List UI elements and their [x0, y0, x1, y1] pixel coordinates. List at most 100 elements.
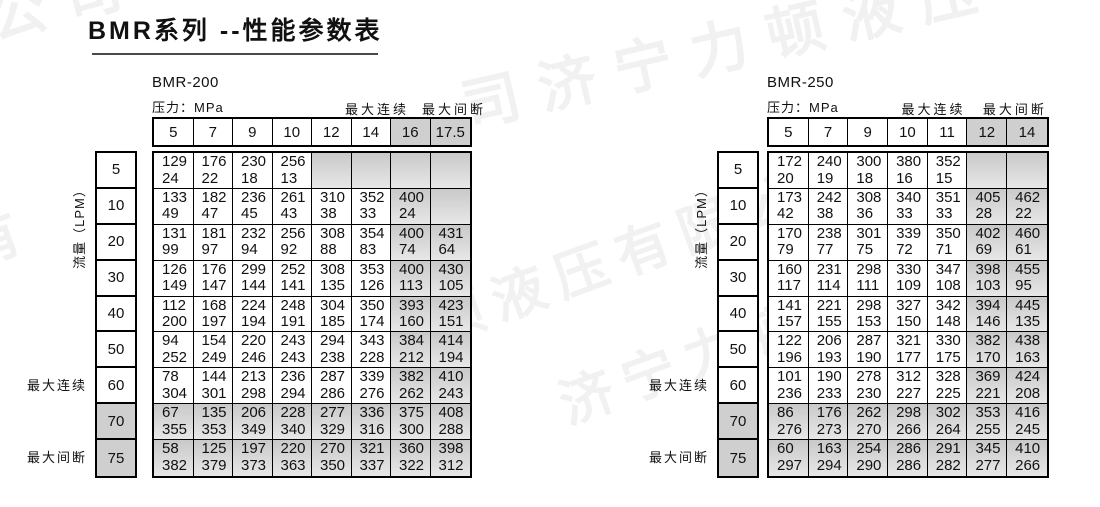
cell-bottom-value: 108	[935, 277, 961, 295]
cell-top-value: 330	[896, 260, 922, 278]
data-cell: 78 304	[154, 368, 194, 405]
table-row: 173 42 242 38 308 36 340 33 351 33 405 28 462 22	[769, 188, 1047, 225]
data-cell: 294 238	[312, 332, 352, 369]
cell-top-value: 400	[399, 188, 425, 206]
cell-bottom-value: 194	[438, 348, 464, 366]
cell-bottom-value: 36	[856, 205, 874, 223]
cell-top-value: 308	[320, 224, 346, 242]
cell-bottom-value: 22	[201, 169, 219, 187]
cell-top-value: 402	[975, 224, 1001, 242]
max-continuous-header-label: 最大连续	[344, 102, 409, 117]
data-cell: 298 153	[848, 296, 889, 333]
cell-top-value: 354	[359, 224, 385, 242]
cell-top-value: 400	[399, 224, 425, 242]
cell-top-value: 300	[856, 153, 882, 170]
data-cell: 410 266	[1007, 440, 1047, 477]
data-cell: 163 294	[808, 440, 849, 477]
cell-bottom-value: 49	[162, 205, 179, 223]
cell-bottom-value: 177	[896, 348, 922, 366]
cell-top-value: 287	[320, 368, 346, 386]
cell-top-value: 347	[935, 260, 961, 278]
cell-top-value: 382	[399, 368, 425, 386]
cell-bottom-value: 233	[816, 384, 842, 402]
flow-header-cell: 70	[97, 404, 135, 441]
data-cell: 176 273	[808, 404, 849, 441]
cell-bottom-value: 337	[359, 456, 385, 474]
cell-top-value: 308	[320, 260, 346, 278]
pressure-unit-label: 压力：MPa	[767, 100, 839, 115]
table-row: 122 196 206 193 287 190 321 177 330 175 382 170 438 1…	[769, 332, 1047, 369]
data-grid: 172 20 240 19 300 18 380 16 352 15 173 42 242 38 308 36…	[767, 151, 1049, 479]
cell-bottom-value: 301	[201, 384, 227, 402]
data-cell: 369 221	[967, 368, 1008, 405]
cell-bottom-value: 298	[241, 384, 267, 402]
data-cell: 352 15	[927, 153, 968, 189]
cell-bottom-value: 294	[280, 384, 306, 402]
flow-header-cell: 75	[719, 440, 757, 477]
cell-bottom-value: 245	[1015, 420, 1041, 438]
cell-top-value: 431	[438, 224, 464, 242]
max-continuous-row-label: 最大连续	[26, 378, 87, 394]
cell-top-value: 58	[162, 440, 179, 458]
data-cell: 402 69	[967, 224, 1008, 261]
pressure-header-cell: 7	[809, 119, 849, 145]
cell-bottom-value: 197	[201, 313, 227, 331]
data-cell: 133 49	[154, 188, 194, 225]
cell-bottom-value: 18	[856, 169, 874, 187]
max-intermittent-row-label: 最大间断	[26, 450, 87, 466]
data-cell: 190 233	[808, 368, 849, 405]
data-cell: 347 108	[927, 260, 968, 297]
pressure-header-cell: 9	[848, 119, 889, 145]
data-cell: 135 353	[193, 404, 233, 441]
data-cell: 232 94	[233, 224, 273, 261]
cell-top-value: 384	[399, 332, 425, 350]
data-cell: 220 246	[233, 332, 273, 369]
data-cell: 126 149	[154, 260, 194, 297]
cell-top-value: 270	[320, 440, 346, 458]
cell-bottom-value: 114	[816, 277, 841, 295]
data-cell: 408 288	[430, 404, 470, 441]
cell-bottom-value: 148	[935, 313, 961, 331]
cell-bottom-value: 95	[1015, 277, 1032, 295]
max-continuous-header-label: 最大连续	[901, 102, 966, 117]
data-cell: 308 88	[312, 224, 352, 261]
cell-bottom-value: 282	[935, 456, 961, 474]
cell-top-value: 298	[856, 296, 882, 314]
data-cell: 182 47	[193, 188, 233, 225]
cell-bottom-value: 24	[399, 205, 416, 223]
cell-bottom-value: 266	[896, 420, 922, 438]
data-cell: 380 16	[888, 153, 928, 189]
cell-top-value: 352	[935, 153, 961, 170]
data-cell: 298 111	[848, 260, 889, 297]
data-cell: 236 294	[272, 368, 312, 405]
cell-bottom-value: 153	[856, 313, 882, 331]
cell-top-value: 213	[241, 368, 267, 386]
cell-top-value: 405	[975, 188, 1001, 206]
cell-top-value: 126	[162, 260, 188, 278]
cell-bottom-value: 379	[201, 456, 227, 474]
data-cell: 308 135	[312, 260, 352, 297]
cell-top-value: 122	[777, 332, 803, 350]
data-cell: 336 316	[351, 404, 391, 441]
cell-top-value: 352	[359, 188, 385, 206]
cell-bottom-value: 227	[896, 384, 922, 402]
data-cell: 398 103	[967, 260, 1008, 297]
cell-top-value: 445	[1015, 296, 1041, 314]
empty-cell	[351, 153, 391, 189]
cell-bottom-value: 363	[280, 456, 306, 474]
cell-bottom-value: 135	[1015, 313, 1041, 331]
data-cell: 286 286	[888, 440, 928, 477]
data-cell: 393 160	[391, 296, 431, 333]
cell-top-value: 248	[280, 296, 306, 314]
cell-top-value: 176	[816, 404, 842, 422]
table-row: 141 157 221 155 298 153 327 150 342 148 394 146 445 1…	[769, 296, 1047, 333]
data-cell: 60 297	[769, 440, 809, 477]
table-row: 58 382 125 379 197 373 220 363 270 350 321 337 360 32…	[154, 440, 470, 477]
data-cell: 176 22	[193, 153, 233, 189]
cell-top-value: 328	[935, 368, 961, 386]
data-cell: 213 298	[233, 368, 273, 405]
flow-header-cell: 10	[97, 188, 135, 225]
table-row: 86 276 176 273 262 270 298 266 302 264 353 255 416 24…	[769, 404, 1047, 441]
data-cell: 129 24	[154, 153, 194, 189]
cell-bottom-value: 157	[777, 313, 803, 331]
